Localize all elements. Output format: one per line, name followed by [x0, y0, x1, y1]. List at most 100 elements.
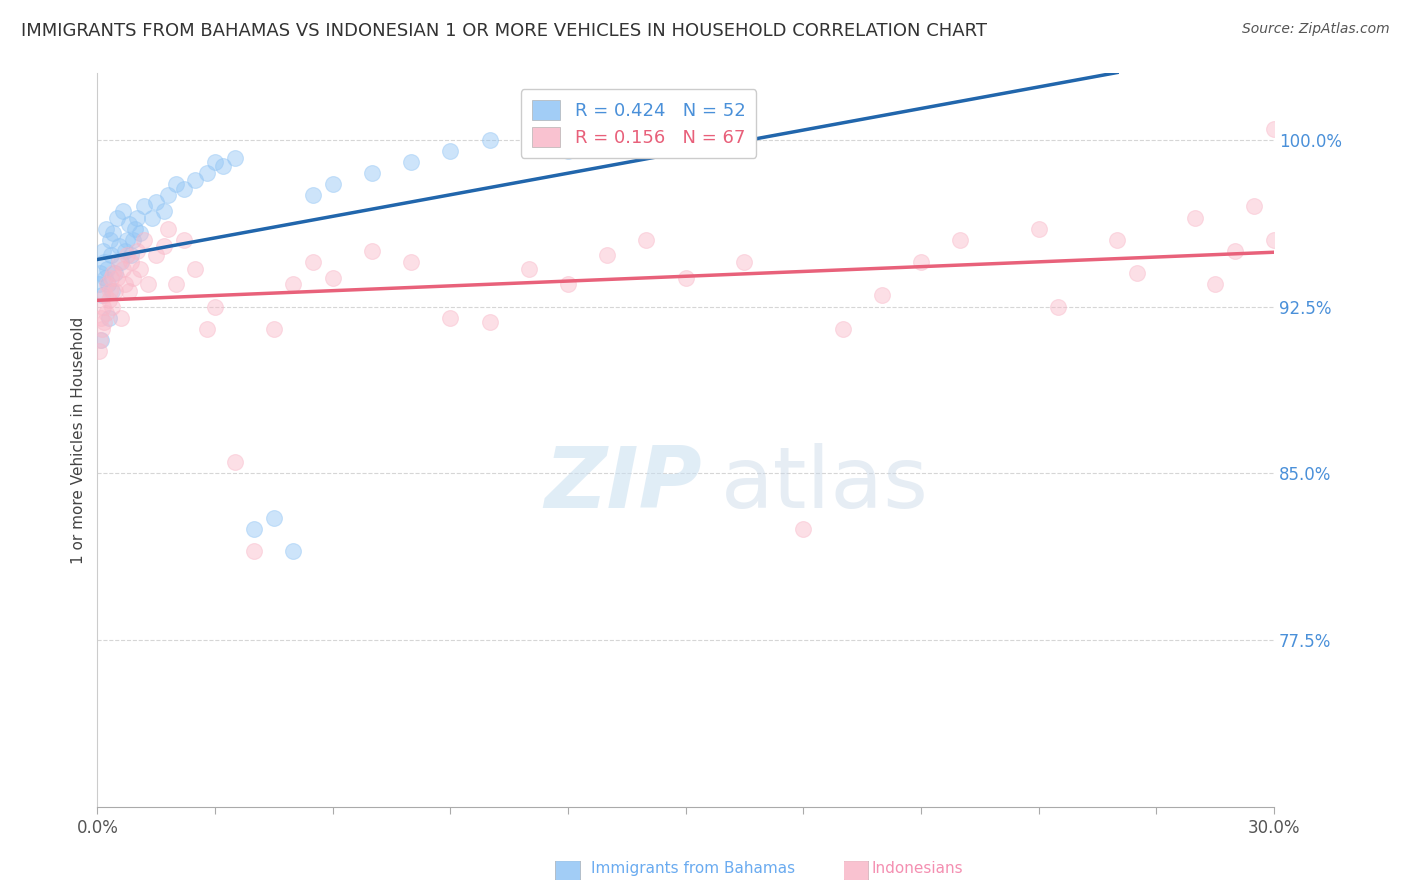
Point — [96, 277, 118, 292]
Point — [636, 233, 658, 247]
Point — [224, 151, 246, 165]
Point — [263, 511, 285, 525]
Point — [714, 133, 737, 147]
Point — [98, 233, 121, 247]
Point — [636, 133, 658, 147]
Point — [204, 300, 226, 314]
Point — [173, 233, 195, 247]
Point — [89, 333, 111, 347]
Point — [121, 233, 143, 247]
Text: atlas: atlas — [721, 442, 929, 525]
Point — [94, 270, 117, 285]
Point — [121, 270, 143, 285]
Point — [360, 244, 382, 258]
Point — [399, 255, 422, 269]
Text: IMMIGRANTS FROM BAHAMAS VS INDONESIAN 1 OR MORE VEHICLES IN HOUSEHOLD CORRELATIO: IMMIGRANTS FROM BAHAMAS VS INDONESIAN 1 … — [21, 22, 987, 40]
Point — [118, 217, 141, 231]
Point — [1028, 221, 1050, 235]
Point — [283, 277, 305, 292]
Point — [120, 248, 142, 262]
Legend: R = 0.424   N = 52, R = 0.156   N = 67: R = 0.424 N = 52, R = 0.156 N = 67 — [520, 89, 756, 158]
Point — [263, 322, 285, 336]
Point — [243, 522, 266, 536]
Point — [94, 288, 117, 302]
Point — [101, 266, 124, 280]
Point — [124, 221, 146, 235]
Point — [111, 261, 134, 276]
Point — [90, 310, 112, 325]
Point — [93, 315, 115, 329]
Point — [1263, 233, 1285, 247]
Text: ZIP: ZIP — [544, 442, 702, 525]
Point — [596, 248, 619, 262]
Point — [831, 322, 853, 336]
Point — [557, 277, 579, 292]
Point — [1047, 300, 1070, 314]
Text: Immigrants from Bahamas: Immigrants from Bahamas — [591, 861, 794, 876]
FancyBboxPatch shape — [555, 861, 581, 880]
Point — [1204, 277, 1226, 292]
Point — [105, 211, 128, 225]
Point — [675, 270, 697, 285]
Point — [302, 255, 325, 269]
Point — [97, 277, 120, 292]
Point — [399, 155, 422, 169]
Point — [145, 194, 167, 209]
Point — [129, 261, 152, 276]
Point — [165, 178, 187, 192]
Point — [322, 178, 344, 192]
Point — [108, 255, 131, 269]
Point — [91, 300, 114, 314]
Point — [91, 244, 114, 258]
Point — [129, 226, 152, 240]
Point — [439, 310, 461, 325]
Point — [93, 255, 115, 269]
Point — [184, 261, 207, 276]
Point — [100, 270, 122, 285]
Point — [91, 288, 114, 302]
Point — [114, 277, 136, 292]
Point — [125, 211, 148, 225]
Point — [138, 277, 160, 292]
Point — [98, 284, 121, 298]
Point — [153, 239, 176, 253]
Point — [1243, 199, 1265, 213]
Point — [89, 344, 111, 359]
Point — [156, 221, 179, 235]
Point — [517, 261, 540, 276]
Point — [195, 322, 218, 336]
Point — [204, 155, 226, 169]
Point — [910, 255, 932, 269]
Point — [118, 284, 141, 298]
Point — [870, 288, 893, 302]
Point — [243, 544, 266, 558]
Point — [114, 244, 136, 258]
Point — [302, 188, 325, 202]
Point — [733, 255, 755, 269]
Point — [89, 277, 111, 292]
Point — [94, 221, 117, 235]
Point — [101, 226, 124, 240]
Point — [360, 166, 382, 180]
Point — [224, 455, 246, 469]
Point — [111, 203, 134, 218]
Point — [283, 544, 305, 558]
Point — [125, 244, 148, 258]
Point — [104, 266, 127, 280]
Point — [134, 233, 156, 247]
Point — [1105, 233, 1128, 247]
FancyBboxPatch shape — [844, 861, 869, 880]
Point — [195, 166, 218, 180]
Text: Source: ZipAtlas.com: Source: ZipAtlas.com — [1241, 22, 1389, 37]
Point — [105, 270, 128, 285]
Point — [141, 211, 163, 225]
Point — [108, 239, 131, 253]
Point — [115, 233, 138, 247]
Point — [90, 333, 112, 347]
Point — [478, 133, 501, 147]
Point — [322, 270, 344, 285]
Point — [96, 261, 118, 276]
Point — [165, 277, 187, 292]
Point — [134, 199, 156, 213]
Point — [173, 181, 195, 195]
